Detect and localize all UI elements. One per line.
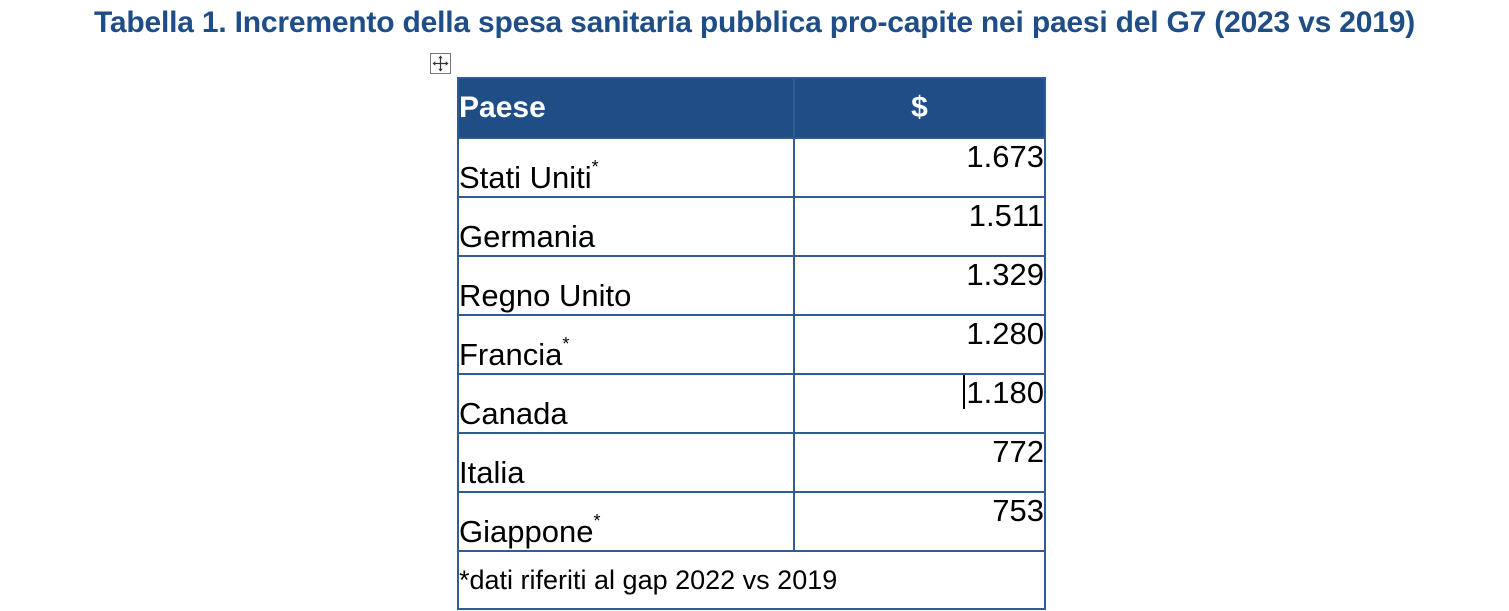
value-cell[interactable]: 1.673 <box>793 137 1046 198</box>
country-cell[interactable]: Regno Unito <box>457 255 795 316</box>
country-name: Francia <box>459 337 563 372</box>
country-name: Italia <box>459 455 525 490</box>
text-cursor <box>963 375 966 409</box>
move-arrows-icon <box>432 55 449 72</box>
value-text: 753 <box>992 493 1044 528</box>
spending-table: Paese $ Stati Uniti* 1.673 Germania 1.51… <box>457 77 1046 610</box>
value-cell[interactable]: 772 <box>793 432 1046 493</box>
column-header-country[interactable]: Paese <box>457 77 795 139</box>
table-row: Francia* 1.280 <box>457 314 1046 375</box>
footnote-marker: * <box>591 156 599 177</box>
footnote-marker: * <box>593 510 601 531</box>
value-cell[interactable]: 753 <box>793 491 1046 552</box>
value-text: 1.280 <box>966 316 1044 351</box>
value-cell[interactable]: 1.511 <box>793 196 1046 257</box>
country-cell[interactable]: Germania <box>457 196 795 257</box>
table-row: Giappone* 753 <box>457 491 1046 552</box>
country-name: Regno Unito <box>459 278 632 313</box>
country-name: Germania <box>459 219 596 254</box>
value-text: 1.180 <box>966 375 1044 410</box>
country-cell[interactable]: Francia* <box>457 314 795 375</box>
country-cell[interactable]: Italia <box>457 432 795 493</box>
value-text: 772 <box>992 434 1044 469</box>
table-title: Tabella 1. Incremento della spesa sanita… <box>94 6 1415 39</box>
country-cell[interactable]: Stati Uniti* <box>457 137 795 198</box>
footnote-marker: * <box>562 333 570 354</box>
value-text: 1.673 <box>966 139 1044 174</box>
value-text: 1.329 <box>966 257 1044 292</box>
table-row: Stati Uniti* 1.673 <box>457 137 1046 198</box>
column-header-dollars[interactable]: $ <box>793 77 1046 139</box>
country-name: Giappone <box>459 514 594 549</box>
table-header-row: Paese $ <box>457 77 1046 139</box>
value-cell[interactable]: 1.329 <box>793 255 1046 316</box>
footnote-row: *dati riferiti al gap 2022 vs 2019 <box>457 550 1046 610</box>
table-move-handle[interactable] <box>430 53 451 74</box>
footnote-cell[interactable]: *dati riferiti al gap 2022 vs 2019 <box>457 550 1046 610</box>
table-row: Germania 1.511 <box>457 196 1046 257</box>
value-cell[interactable]: 1.280 <box>793 314 1046 375</box>
country-cell[interactable]: Giappone* <box>457 491 795 552</box>
country-name: Canada <box>459 396 568 431</box>
table-row: Regno Unito 1.329 <box>457 255 1046 316</box>
country-name: Stati Uniti <box>459 160 592 195</box>
table-row: Canada 1.180 <box>457 373 1046 434</box>
value-text: 1.511 <box>968 198 1044 233</box>
country-cell[interactable]: Canada <box>457 373 795 434</box>
value-cell[interactable]: 1.180 <box>793 373 1046 434</box>
table-row: Italia 772 <box>457 432 1046 493</box>
